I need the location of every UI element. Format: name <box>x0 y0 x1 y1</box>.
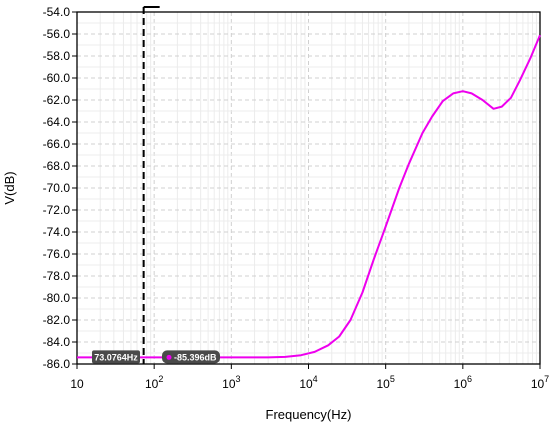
y-tick-label: -70.0 <box>43 181 71 195</box>
y-tick-label: -64.0 <box>43 115 71 129</box>
x-tick-label: 107 <box>531 374 549 391</box>
y-tick-label: -74.0 <box>43 225 71 239</box>
x-axis: 10 102 103 104 105 106 107 <box>70 364 549 391</box>
cursor-layer[interactable]: 73.0764Hz -85.396dB <box>92 6 220 364</box>
y-tick-label: -60.0 <box>43 71 71 85</box>
cursor-x-tag: 73.0764Hz <box>92 350 140 364</box>
x-tick-label: 102 <box>145 374 163 391</box>
cursor-y-tag: -85.396dB <box>162 350 220 364</box>
series-line <box>77 34 541 359</box>
cursor-series-dot <box>166 354 172 360</box>
y-tick-label: -86.0 <box>43 357 71 371</box>
y-tick-label: -84.0 <box>43 335 71 349</box>
y-axis-label: V(dB) <box>2 171 17 204</box>
y-tick-label: -76.0 <box>43 247 71 261</box>
y-tick-label: -82.0 <box>43 313 71 327</box>
x-tick-label: 103 <box>222 374 240 391</box>
x-tick-label: 10 <box>70 377 84 391</box>
x-tick-label: 106 <box>454 374 472 391</box>
cursor-y-tag-bg <box>162 350 220 364</box>
y-tick-label: -62.0 <box>43 93 71 107</box>
series-layer <box>77 34 541 359</box>
x-axis-label: Frequency(Hz) <box>266 407 352 422</box>
y-tick-label: -54.0 <box>43 5 71 19</box>
cursor-y-value: -85.396dB <box>174 352 217 362</box>
cursor-x-value: 73.0764Hz <box>94 352 138 362</box>
x-tick-label: 104 <box>299 374 317 391</box>
y-axis: -54.0 -56.0 -58.0 -60.0 -62.0 -64.0 -66.0 -68.0… <box>43 5 77 371</box>
y-tick-label: -72.0 <box>43 203 71 217</box>
x-tick-label: 105 <box>376 374 394 391</box>
cursor-x-tag-bg <box>92 350 140 364</box>
y-tick-label: -58.0 <box>43 49 71 63</box>
y-tick-label: -56.0 <box>43 27 71 41</box>
grid <box>76 11 541 365</box>
y-tick-label: -68.0 <box>43 159 71 173</box>
y-tick-label: -66.0 <box>43 137 71 151</box>
y-tick-label: -78.0 <box>43 269 71 283</box>
y-tick-label: -80.0 <box>43 291 71 305</box>
